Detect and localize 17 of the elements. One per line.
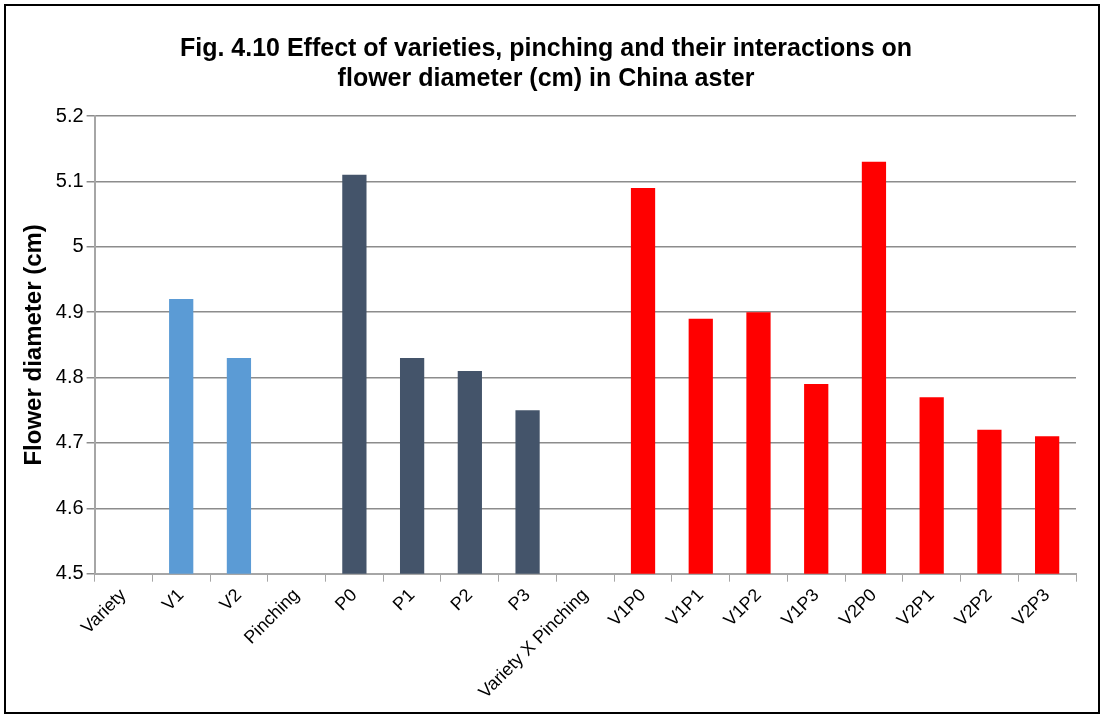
y-axis-title: Flower diameter (cm) [19,224,47,466]
x-tick-label: P3 [504,584,534,615]
y-tick-label: 5.2 [55,103,84,126]
y-tick-label: 5.1 [55,168,84,191]
y-tick-label: 4.7 [55,430,84,453]
y-tick-label: 5 [72,234,84,257]
y-tick-label: 4.9 [55,299,84,322]
x-tick-label: P0 [331,584,361,615]
y-tick-label: 4.6 [55,495,84,518]
text: flower diameter (cm) in China aster [337,62,755,91]
text: Fig. 4.10 Effect of varieties, pinching and their interactions on [179,32,913,61]
x-tick-label: V2 [215,584,246,615]
x-tick-label: P2 [446,584,477,615]
x-tick-label: V1 [157,584,188,615]
x-tick-label: P1 [388,584,419,615]
y-tick-label: 4.8 [55,365,84,388]
y-tick-label: 4.5 [55,561,84,584]
